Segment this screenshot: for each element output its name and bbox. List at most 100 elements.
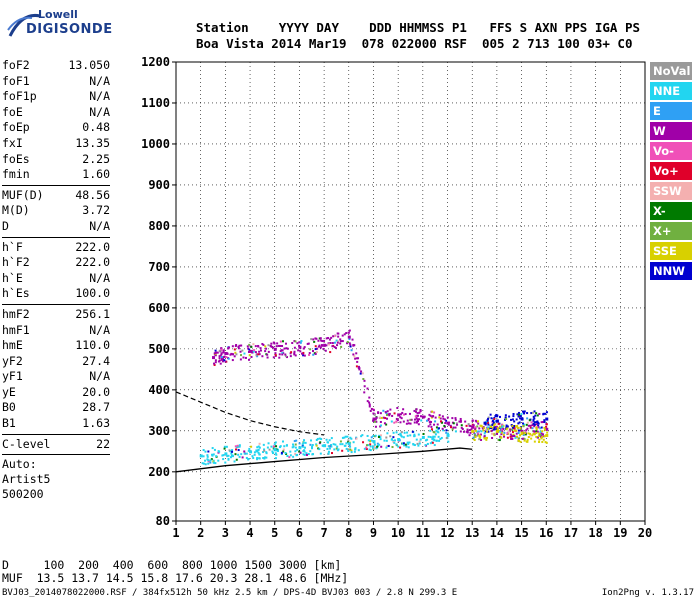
data-point (489, 427, 492, 430)
data-point (238, 455, 241, 458)
data-point (532, 432, 535, 435)
data-point (243, 352, 246, 355)
data-point (222, 351, 225, 354)
data-point (526, 427, 529, 430)
param-row: fxI 13.35 (2, 136, 110, 152)
data-point (368, 448, 371, 451)
param-name: B0 (2, 400, 16, 415)
data-point (207, 460, 210, 463)
data-point (355, 437, 358, 440)
data-point (410, 418, 413, 421)
param-name: MUF(D) (2, 187, 44, 202)
data-point (399, 421, 402, 424)
data-point (302, 450, 305, 453)
data-point (227, 357, 230, 360)
data-point (386, 432, 389, 435)
data-point (227, 454, 230, 457)
data-point (347, 448, 350, 451)
data-point (396, 419, 399, 422)
param-value: 13.35 (75, 135, 110, 150)
data-point (366, 387, 369, 390)
data-point (298, 446, 302, 450)
data-point (417, 433, 420, 436)
data-point (239, 350, 242, 353)
data-point (438, 414, 441, 417)
data-point (218, 357, 221, 360)
data-point (232, 353, 235, 356)
data-point (516, 413, 519, 416)
data-point (511, 430, 514, 433)
data-point (296, 342, 299, 345)
data-point (356, 360, 359, 363)
data-point (214, 361, 217, 364)
param-row: h`Es 100.0 (2, 286, 110, 302)
data-point (522, 425, 525, 428)
data-point (511, 418, 514, 421)
param-row: h`F2 222.0 (2, 255, 110, 271)
data-point (279, 446, 282, 449)
data-point (536, 414, 539, 417)
data-point (421, 415, 425, 419)
data-point (206, 454, 209, 457)
data-point (333, 335, 336, 338)
data-point (316, 437, 319, 440)
data-point (538, 412, 541, 415)
data-point (484, 430, 487, 433)
data-point (382, 416, 385, 419)
data-point (544, 412, 547, 415)
data-point (226, 352, 229, 355)
data-point (272, 341, 275, 344)
data-point (473, 434, 476, 437)
data-point (309, 348, 312, 351)
data-point (413, 421, 416, 424)
data-point (386, 417, 389, 420)
data-point (535, 428, 538, 431)
data-point (258, 353, 261, 356)
data-point (493, 426, 496, 429)
data-point (441, 427, 444, 430)
data-point (289, 352, 292, 355)
data-point (431, 441, 434, 444)
data-point (397, 445, 400, 448)
data-point (523, 423, 526, 426)
data-point (415, 408, 418, 411)
data-point (392, 436, 395, 439)
data-point (318, 344, 321, 347)
data-point (466, 428, 469, 431)
data-point (270, 445, 273, 448)
y-tick-label: 80 (156, 514, 170, 528)
data-point (312, 353, 315, 356)
x-tick-label: 15 (514, 526, 528, 540)
data-point (502, 427, 505, 430)
data-point (493, 418, 496, 421)
data-point (262, 451, 265, 454)
data-point (409, 434, 412, 437)
data-point (258, 453, 261, 456)
data-point (327, 336, 330, 339)
data-point (298, 442, 301, 445)
data-point (458, 420, 461, 423)
data-point (408, 441, 411, 444)
x-tick-label: 5 (271, 526, 278, 540)
param-name: fmin (2, 167, 30, 182)
data-point (261, 355, 264, 358)
legend-item-ssw: SSW (650, 182, 692, 200)
data-point (417, 444, 420, 447)
data-point (476, 425, 479, 428)
data-point (526, 412, 529, 415)
data-point (390, 420, 393, 423)
data-point (512, 412, 515, 415)
data-point (462, 430, 465, 433)
data-point (329, 351, 332, 354)
data-point (224, 461, 227, 464)
data-point (395, 443, 398, 446)
data-point (429, 436, 432, 439)
data-point (452, 422, 455, 425)
data-point (461, 427, 464, 430)
data-point (516, 435, 519, 438)
data-point (363, 379, 366, 382)
data-point (304, 446, 307, 449)
data-point (424, 439, 427, 442)
data-point (317, 447, 320, 450)
data-point (359, 372, 362, 375)
